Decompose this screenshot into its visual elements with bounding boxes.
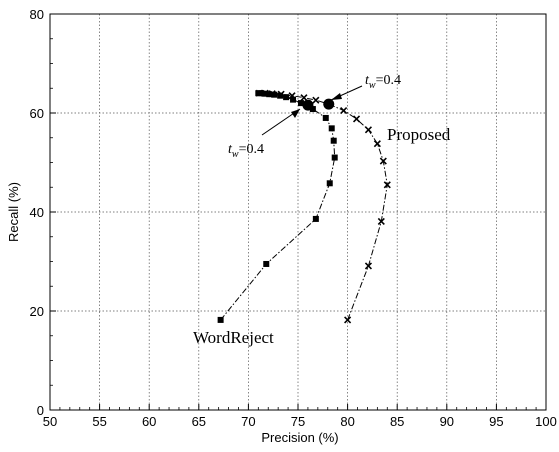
ticks-layer: 50 55 60 65 70 75 80 85 90 95 100 0 20 40 60 80 [30,7,557,429]
annotation-tw-proposed: tw=0.4 [365,73,401,91]
x-marker-stroke [340,106,348,115]
data-point-proposed [288,92,296,100]
x-axis-title: Precision (%) [261,430,338,445]
y-tick-label: 0 [37,403,44,418]
x-marker-stroke [352,115,361,123]
tw-sub: w [232,149,239,160]
series-label-wordreject: WordReject [193,328,274,347]
data-point-proposed [277,90,285,98]
tw-var: t [365,73,370,88]
x-marker-stroke [288,92,296,100]
y-tick-label: 20 [30,304,44,319]
series-label-proposed: Proposed [387,125,451,144]
y-axis-title: Recall (%) [6,182,21,242]
data-point-wordreject [266,91,273,98]
data-point-proposed [312,96,320,104]
x-marker-stroke [261,89,269,97]
data-point-wordreject [290,96,297,103]
data-point-proposed [377,217,385,225]
data-point-proposed [261,89,269,97]
data-point-wordreject [297,100,304,107]
data-point-proposed [383,181,391,189]
x-tick-label: 75 [291,414,305,429]
data-point-proposed [268,90,276,98]
x-tick-label: 80 [340,414,354,429]
x-marker-stroke [364,262,372,270]
annotation-arrowhead-proposed [331,93,342,100]
y-tick-label: 60 [30,106,44,121]
data-point-wordreject [322,114,329,121]
x-marker-stroke [268,90,276,98]
x-tick-label: 95 [489,414,503,429]
highlight-point [323,98,335,110]
tw-var: t [228,142,233,157]
x-marker-stroke [364,126,372,134]
x-tick-label: 60 [142,414,156,429]
highlight-point [302,99,314,111]
x-marker-stroke [255,89,263,97]
x-tick-label: 55 [92,414,106,429]
tw-sub: w [369,80,376,91]
annotation-arrowhead-wordreject [291,109,300,118]
annotation-tw-wordreject: tw=0.4 [228,142,264,160]
data-point-proposed [364,262,372,270]
x-tick-label: 70 [241,414,255,429]
x-marker-stroke [373,140,381,148]
x-marker-stroke [383,181,391,189]
x-marker-stroke [344,316,352,324]
grid-layer [50,14,546,410]
x-marker-stroke [300,94,308,102]
data-point-wordreject [283,94,290,101]
x-tick-label: 90 [440,414,454,429]
data-point-wordreject [217,316,224,323]
x-tick-label: 100 [535,414,557,429]
data-point-wordreject [330,137,337,144]
data-point-proposed [373,140,381,148]
data-point-wordreject [331,154,338,161]
data-point-wordreject [263,260,270,267]
y-tick-label: 40 [30,205,44,220]
y-tick-label: 80 [30,7,44,22]
data-point-proposed [352,115,361,123]
tw-val: =0.4 [239,142,264,157]
x-marker-stroke [277,90,285,98]
data-point-proposed [364,126,372,134]
data-point-wordreject [328,125,335,132]
data-point-proposed [340,106,348,115]
data-point-proposed [300,94,308,102]
x-marker-stroke [312,96,320,104]
data-point-proposed [255,89,263,97]
tw-val: =0.4 [376,73,401,88]
data-point-proposed [379,157,387,165]
x-tick-label: 65 [192,414,206,429]
data-point-wordreject [309,106,316,113]
x-marker-stroke [379,157,387,165]
series-layer [217,89,391,324]
x-tick-label: 50 [43,414,57,429]
x-tick-label: 85 [390,414,404,429]
data-point-wordreject [312,215,319,222]
data-point-wordreject [326,180,333,187]
x-marker-stroke [377,217,385,225]
data-point-proposed [344,316,352,324]
